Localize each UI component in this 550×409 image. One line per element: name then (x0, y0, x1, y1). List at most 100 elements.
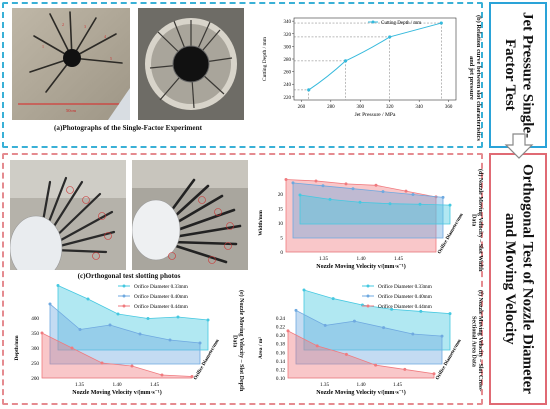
series-point-1 (168, 338, 172, 342)
series-point-1 (291, 181, 295, 185)
y-axis-label: Depth/mm (14, 335, 20, 360)
caption-f: (f) Nozzle Moving Velocity – Slot Cross-… (470, 290, 484, 392)
svg-text:3: 3 (84, 24, 86, 29)
y-tick-label: 300 (284, 45, 292, 50)
legend-marker (366, 304, 370, 308)
series-point-0 (419, 309, 423, 313)
legend-label: Orifice Diameter 0.40mm (378, 293, 432, 300)
legend-label: Orifice Diameter 0.33mm (378, 283, 432, 290)
legend-marker (122, 294, 126, 298)
down-arrow-icon (504, 133, 534, 159)
series-point-2 (100, 361, 104, 365)
series-point-1 (351, 187, 355, 191)
series-point-0 (331, 297, 335, 301)
legend-label: Cutting Depth / mm (381, 21, 421, 26)
y-axis-label: Width/mm (258, 210, 264, 236)
series-point-0 (388, 202, 392, 206)
legend-label: Orifice Diameter 0.33mm (134, 283, 188, 290)
series-point-1 (48, 302, 52, 306)
x-tick-label: 1.35 (75, 382, 84, 388)
caption-c: (c)Orthogonal test slotting photos (77, 272, 181, 280)
series-point-2 (130, 364, 134, 368)
x-tick-label: 360 (445, 105, 453, 110)
x-tick-label: 1.45 (393, 382, 402, 388)
y-tick-label: 350 (31, 331, 39, 337)
y-tick-label: 0.24 (276, 316, 285, 322)
photo-single-factor-cuts: 1 2 3 4 5 50cm (12, 8, 130, 120)
x-tick-label: 1.40 (112, 382, 121, 388)
series-point-2 (284, 178, 288, 181)
series-point-0 (328, 197, 332, 201)
x-axis-label: Nozzle Moving Velocity v/(mm·s⁻¹) (72, 389, 161, 396)
series-point-2 (432, 372, 436, 376)
x-tick-label: 1.45 (394, 256, 403, 262)
svg-text:5: 5 (110, 56, 112, 61)
series-point-2 (403, 367, 407, 371)
side-label-bottom-text: Orthogonal Test of Nozzle Diameter and M… (502, 164, 536, 394)
y-tick-label: 0.16 (276, 350, 285, 356)
series-point-2 (315, 344, 319, 348)
series-point-2 (344, 182, 348, 186)
y-tick-label: 5 (280, 236, 283, 242)
data-point (307, 88, 311, 92)
chart-b: 220 240 260 280 300 320 340 260 280 300 320 340 360 C… (262, 17, 457, 118)
x-tick-label: 1.40 (356, 256, 365, 262)
data-point (439, 21, 443, 25)
caption-a: (a)Photographs of the Single-Factor Expe… (54, 124, 202, 132)
series-point-1 (78, 328, 82, 331)
series-point-0 (86, 297, 90, 301)
y-tick-label: 10 (278, 221, 284, 227)
series-point-0 (146, 317, 150, 320)
x-tick-label: 1.35 (319, 256, 328, 262)
x-tick-label: 1.35 (320, 382, 329, 388)
legend-marker (122, 304, 126, 308)
series-point-2 (40, 331, 44, 335)
legend-marker (122, 284, 126, 288)
series-point-1 (440, 334, 444, 338)
series-point-1 (381, 190, 385, 194)
series-point-2 (404, 189, 408, 193)
legend-label: Orifice Diameter 0.40mm (134, 293, 188, 300)
legend-marker (366, 284, 370, 288)
x-tick-label: 340 (415, 105, 423, 110)
series-point-0 (448, 312, 452, 316)
y-axis-label: Area / m² (258, 337, 264, 359)
x-tick-label: 320 (386, 105, 394, 110)
x-axis-label: Jet Pressure / MPa (355, 112, 396, 118)
photo-orthogonal-1 (10, 160, 126, 270)
x-axis-label: Nozzle Moving Velocity v/(mm·s⁻¹) (316, 263, 405, 270)
y-tick-label: 0.14 (276, 359, 285, 365)
caption-b: (b) Relation curve between slot characte… (468, 15, 483, 141)
y-tick-label: 260 (284, 71, 292, 76)
legend-label: Orifice Diameter 0.44mm (378, 303, 432, 310)
series-point-2 (314, 179, 318, 183)
data-point (343, 59, 348, 63)
series-point-2 (374, 183, 378, 187)
y-axis-label: Cutting Depth / mm (262, 36, 268, 81)
legend-marker (366, 294, 370, 298)
series-point-0 (418, 202, 422, 206)
series-point-1 (411, 193, 415, 196)
series-point-1 (441, 195, 445, 199)
y-tick-label: 240 (284, 83, 292, 88)
y-tick-label: 0.12 (276, 367, 285, 373)
series-point-1 (382, 326, 386, 330)
series-point-1 (411, 332, 415, 336)
y-tick-label: 200 (31, 376, 39, 382)
series-point-2 (374, 363, 378, 367)
x-tick-label: 280 (327, 105, 335, 110)
y-tick-label: 250 (31, 361, 39, 367)
y-tick-label: 320 (284, 33, 292, 38)
series-point-0 (298, 193, 302, 197)
series-point-1 (108, 323, 112, 327)
scale-label: 50cm (66, 108, 76, 113)
chart-f: 0.10 0.12 0.14 0.16 0.18 0.20 0.22 0.24 1.35 1.40… (258, 283, 463, 396)
series-point-0 (358, 200, 362, 204)
caption-d: (d) Nozzle Moving Velocity – Slot Width … (470, 168, 484, 272)
photo-borehole (138, 8, 244, 120)
series-point-2 (190, 375, 194, 378)
plot-frame (293, 17, 457, 101)
y-tick-label: 400 (31, 316, 39, 322)
series-point-2 (160, 373, 164, 377)
